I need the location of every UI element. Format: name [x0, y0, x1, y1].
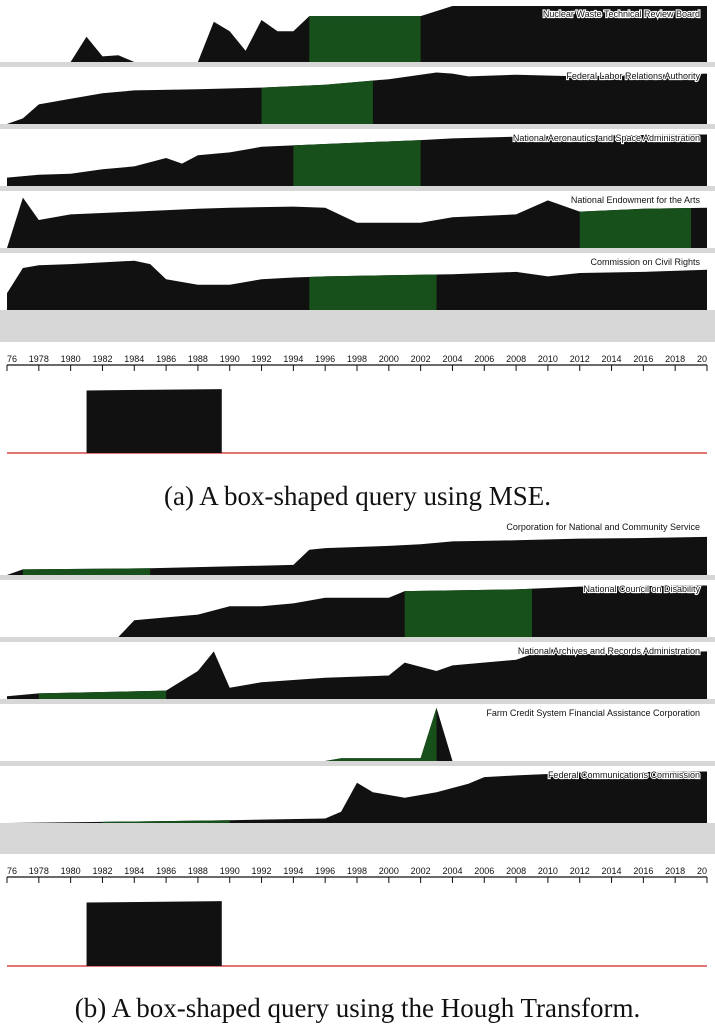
x-tick-label: 1980 [61, 354, 81, 364]
highlight-region [22, 568, 151, 575]
x-tick-label: 1996 [315, 866, 335, 876]
x-tick-label: 76 [7, 866, 17, 876]
highlight-region [325, 707, 437, 761]
x-tick-label: 1994 [283, 866, 303, 876]
series-label: National Archives and Records Administra… [518, 646, 700, 656]
x-tick-label: 1980 [61, 866, 81, 876]
series-area [7, 648, 707, 699]
highlight-region [309, 274, 437, 310]
x-tick-label: 2002 [411, 866, 431, 876]
x-tick-label: 20 [697, 354, 707, 364]
x-tick-label: 1998 [347, 866, 367, 876]
x-tick-label: 1998 [347, 354, 367, 364]
x-tick-label: 2018 [665, 866, 685, 876]
row-separator [0, 575, 715, 580]
x-tick-label: 2010 [538, 866, 558, 876]
x-tick-label: 1992 [252, 866, 272, 876]
row-separator [0, 248, 715, 253]
series-area [7, 197, 707, 248]
x-tick-label: 2010 [538, 354, 558, 364]
axis-band [0, 315, 715, 342]
query-box[interactable] [86, 901, 222, 966]
row-separator [0, 637, 715, 642]
x-tick-label: 1992 [252, 354, 272, 364]
series-label: National Aeronautics and Space Administr… [513, 133, 700, 143]
x-tick-label: 2000 [379, 866, 399, 876]
x-tick-label: 1990 [220, 354, 240, 364]
x-tick-label: 2000 [379, 354, 399, 364]
x-tick-label: 1978 [29, 866, 49, 876]
caption-b: (b) A box-shaped query using the Hough T… [74, 993, 641, 1023]
x-tick-label: 1986 [156, 866, 176, 876]
x-tick-label: 1984 [124, 866, 144, 876]
series-label: Corporation for National and Community S… [506, 522, 700, 532]
highlight-region [404, 588, 532, 637]
x-tick-label: 76 [7, 354, 17, 364]
x-tick-label: 2012 [570, 866, 590, 876]
x-tick-label: 2008 [506, 866, 526, 876]
series-label: Federal Labor Relations Authority [566, 71, 700, 81]
series-label: Commission on Civil Rights [590, 257, 700, 267]
series-label: Federal Communications Commission [548, 770, 700, 780]
x-tick-label: 1988 [188, 354, 208, 364]
axis-band [0, 828, 715, 854]
series-label: Nuclear Waste Technical Review Board [543, 9, 700, 19]
series-label: Farm Credit System Financial Assistance … [486, 708, 700, 718]
x-tick-label: 2006 [474, 866, 494, 876]
chart-panel: Nuclear Waste Technical Review Board Fede… [0, 6, 715, 454]
x-tick-label: 2014 [602, 866, 622, 876]
x-tick-label: 20 [697, 866, 707, 876]
row-separator [0, 62, 715, 67]
row-separator [0, 699, 715, 704]
series-area [7, 536, 707, 575]
x-tick-label: 2016 [633, 866, 653, 876]
x-tick-label: 1990 [220, 866, 240, 876]
x-tick-label: 2002 [411, 354, 431, 364]
series-area [7, 771, 707, 823]
series-label: National Council on Disability [583, 584, 700, 594]
row-separator [0, 124, 715, 129]
row-separator [0, 310, 715, 315]
x-tick-label: 1994 [283, 354, 303, 364]
x-tick-label: 2004 [442, 866, 462, 876]
x-tick-label: 2014 [602, 354, 622, 364]
x-tick-label: 1982 [92, 866, 112, 876]
x-tick-label: 2008 [506, 354, 526, 364]
query-box[interactable] [86, 389, 222, 453]
x-tick-label: 2018 [665, 354, 685, 364]
highlight-region [261, 80, 373, 124]
x-tick-label: 2012 [570, 354, 590, 364]
x-tick-label: 1986 [156, 354, 176, 364]
x-tick-label: 1996 [315, 354, 335, 364]
row-separator [0, 761, 715, 766]
x-tick-label: 1982 [92, 354, 112, 364]
highlight-region [38, 690, 167, 699]
x-tick-label: 1984 [124, 354, 144, 364]
x-tick-label: 2006 [474, 354, 494, 364]
x-tick-label: 2016 [633, 354, 653, 364]
x-tick-label: 1978 [29, 354, 49, 364]
x-tick-label: 2004 [442, 354, 462, 364]
highlight-region [309, 16, 421, 62]
chart-panel: Corporation for National and Community S… [0, 521, 715, 967]
highlight-region [579, 207, 692, 248]
row-separator [0, 823, 715, 828]
row-separator [0, 186, 715, 191]
x-tick-label: 1988 [188, 866, 208, 876]
highlight-region [293, 140, 421, 186]
series-label: National Endowment for the Arts [571, 195, 701, 205]
caption-a: (a) A box-shaped query using MSE. [164, 481, 551, 511]
highlight-region [102, 820, 230, 823]
